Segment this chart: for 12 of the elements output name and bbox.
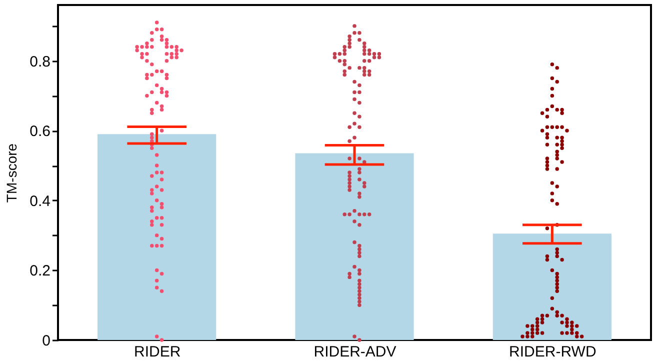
bar xyxy=(492,234,612,340)
y-tick-label: 0.8 xyxy=(30,53,50,70)
y-tick-label: 0.2 xyxy=(30,262,50,280)
y-axis-title: TM-score xyxy=(4,143,20,203)
x-tick-label: RIDER-RWD xyxy=(509,344,596,360)
x-tick-label: RIDER xyxy=(134,344,181,360)
y-tick-label: 0.4 xyxy=(30,192,50,210)
y-tick-label: 0 xyxy=(42,332,50,350)
y-tick-label: 0.6 xyxy=(30,123,50,140)
bar xyxy=(98,134,216,340)
x-tick-label: RIDER-ADV xyxy=(314,344,396,360)
bar xyxy=(295,153,414,340)
